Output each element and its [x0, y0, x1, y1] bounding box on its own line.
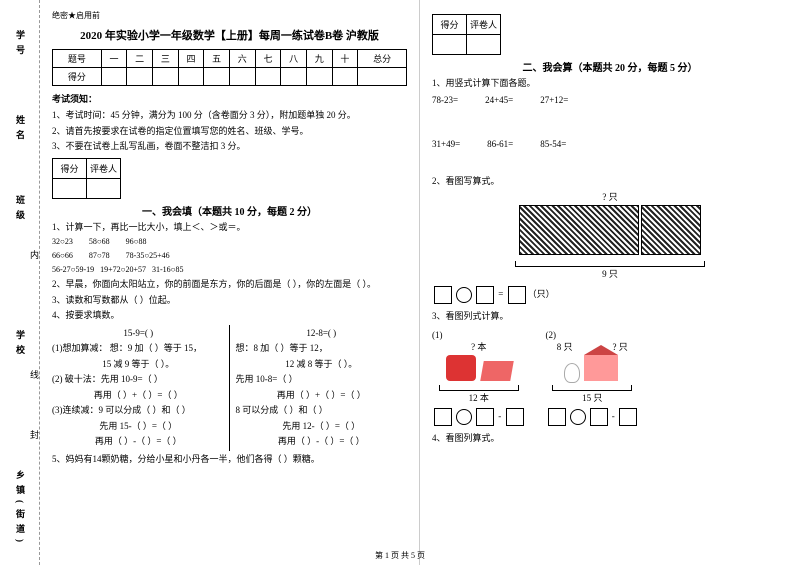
section2-title: 二、我会算（本题共 20 分，每题 5 分） [432, 59, 788, 74]
binding-label-town: 乡镇(街道) [14, 470, 27, 548]
paper-title: 2020 年实验小学一年级数学【上册】每周一练试卷B卷 沪教版 [52, 27, 407, 43]
gutter-mark-xian: 线 [28, 370, 41, 385]
s1r-r3b: 先用 12-（ ）=（ ） [236, 420, 408, 434]
s1r-r1b: 12 减 8 等于（ ）。 [236, 358, 408, 372]
section2-scorebox: 得分 评卷人 [432, 14, 501, 55]
right-column: 得分 评卷人 二、我会算（本题共 20 分，每题 5 分） 1、用竖式计算下面各… [420, 0, 800, 565]
score-table-header: 题号 一 二 三 四 五 六 七 八 九 十 总分 [53, 50, 407, 68]
s1-q4-table: 15-9=( ) (1)想加算减： 想：9 加（ ）等于 15， 15 减 9 … [52, 325, 407, 451]
s1l-r2b: 再用（ ）+（ ）=（ ） [52, 389, 225, 403]
notice-2: 2、请首先按要求在试卷的指定位置填写您的姓名、班级、学号。 [52, 125, 407, 139]
score-table-row: 得分 [53, 68, 407, 86]
s1r-r2a: 先用 10-8=（ ） [236, 373, 408, 387]
page: 学号 姓名 班级 学校 乡镇(街道) 内 线 封 绝密★启用前 2020 年实验… [0, 0, 800, 565]
bunny-icon [564, 363, 580, 383]
s2-q2-lead: 2、看图写算式。 [432, 175, 788, 189]
binding-label-school: 学校 [14, 330, 27, 360]
s2-eqrow1: 78-23= 24+45= 27+12= [432, 95, 788, 105]
binding-label-class: 班级 [14, 195, 27, 225]
s1-q1-row1: 32○23 58○68 96○88 [52, 236, 407, 248]
notice-1: 1、考试时间：45 分钟，满分为 100 分（含卷面分 3 分），附加题单独 2… [52, 109, 407, 123]
section1-scorebox: 得分 评卷人 [52, 158, 121, 199]
s1r-r0: 12-8=( ) [236, 327, 408, 341]
s1-q1-row3: 56-27○59-19 19+72○20+57 31-16○85 [52, 264, 407, 276]
pic-2: (2) 8 只? 只 15 只 - [546, 330, 640, 426]
books-icon [480, 361, 514, 381]
s1-q2: 2、早晨，你面向太阳站立，你的前面是东方，你的后面是（ ），你的左面是（ ）。 [52, 278, 407, 292]
pic-1: (1) ? 本 12 本 - [432, 330, 526, 426]
s1-q1-lead: 1、计算一下，再比一比大小，填上＜、＞或＝。 [52, 221, 407, 235]
s1l-r2a: (2) 破十法：先用 10-9=（ ） [52, 373, 225, 387]
bag-icon [446, 355, 476, 381]
secret-label: 绝密★启用前 [52, 10, 407, 21]
s1-q1-row2: 66○66 87○78 78-35○25+46 [52, 250, 407, 262]
deer-icon [641, 205, 701, 255]
house-icon [584, 355, 618, 381]
s1l-r3a: (3)连续减：9 可以分成（ ）和（ ） [52, 404, 225, 418]
s1l-r1a: (1)想加算减： 想：9 加（ ）等于 15， [52, 342, 225, 356]
s1-q4: 4、按要求填数。 [52, 309, 407, 323]
s2-q3-lead: 3、看图列式计算。 [432, 310, 788, 324]
section1-title: 一、我会填（本题共 10 分，每题 2 分） [52, 203, 407, 218]
s1l-r3c: 再用（ ）-（ ）=（ ） [52, 435, 225, 449]
s2-q4-lead: 4、看图列算式。 [432, 432, 788, 446]
s2-q1-lead: 1、用竖式计算下面各题。 [432, 77, 788, 91]
s1l-r3b: 先用 15-（ ）=（ ） [52, 420, 225, 434]
notice-title: 考试须知： [52, 92, 407, 105]
box-equation-1: = （只） [432, 286, 788, 304]
s1r-r3a: 8 可以分成（ ）和（ ） [236, 404, 408, 418]
notice-3: 3、不要在试卷上乱写乱画，卷面不整洁扣 3 分。 [52, 140, 407, 154]
deer-icon [519, 205, 639, 255]
s1r-r2b: 再用（ ）+（ ）=（ ） [236, 389, 408, 403]
s1r-r1a: 想：8 加（ ）等于 12， [236, 342, 408, 356]
binding-strip: 学号 姓名 班级 学校 乡镇(街道) 内 线 封 [0, 0, 40, 565]
deer-top-label: ? 只 [432, 190, 788, 203]
deer-figure: ? 只 9 只 [432, 190, 788, 280]
gutter-mark-nei: 内 [28, 250, 41, 265]
s1l-r0: 15-9=( ) [52, 327, 225, 341]
left-column: 绝密★启用前 2020 年实验小学一年级数学【上册】每周一练试卷B卷 沪教版 题… [40, 0, 420, 565]
binding-label-id: 学号 [14, 30, 27, 60]
s2-eqrow2: 31+49= 86-61= 85-54= [432, 139, 788, 149]
s1r-r3c: 再用（ ）-（ ）=（ ） [236, 435, 408, 449]
gutter-mark-feng: 封 [28, 430, 41, 445]
s1-q3: 3、读数和写数都从（ ）位起。 [52, 294, 407, 308]
deer-bottom-label: 9 只 [432, 267, 788, 280]
page-footer: 第 1 页 共 5 页 [0, 550, 800, 561]
score-table: 题号 一 二 三 四 五 六 七 八 九 十 总分 得分 [52, 49, 407, 86]
s1-q5: 5、妈妈有14颗奶糖，分给小星和小丹各一半，他们各得（ ）颗糖。 [52, 453, 407, 467]
s2-q3-pics: (1) ? 本 12 本 - (2) 8 只? 只 15 只 - [432, 330, 788, 426]
s1l-r1b: 15 减 9 等于（ ）。 [52, 358, 225, 372]
binding-label-name: 姓名 [14, 115, 27, 145]
